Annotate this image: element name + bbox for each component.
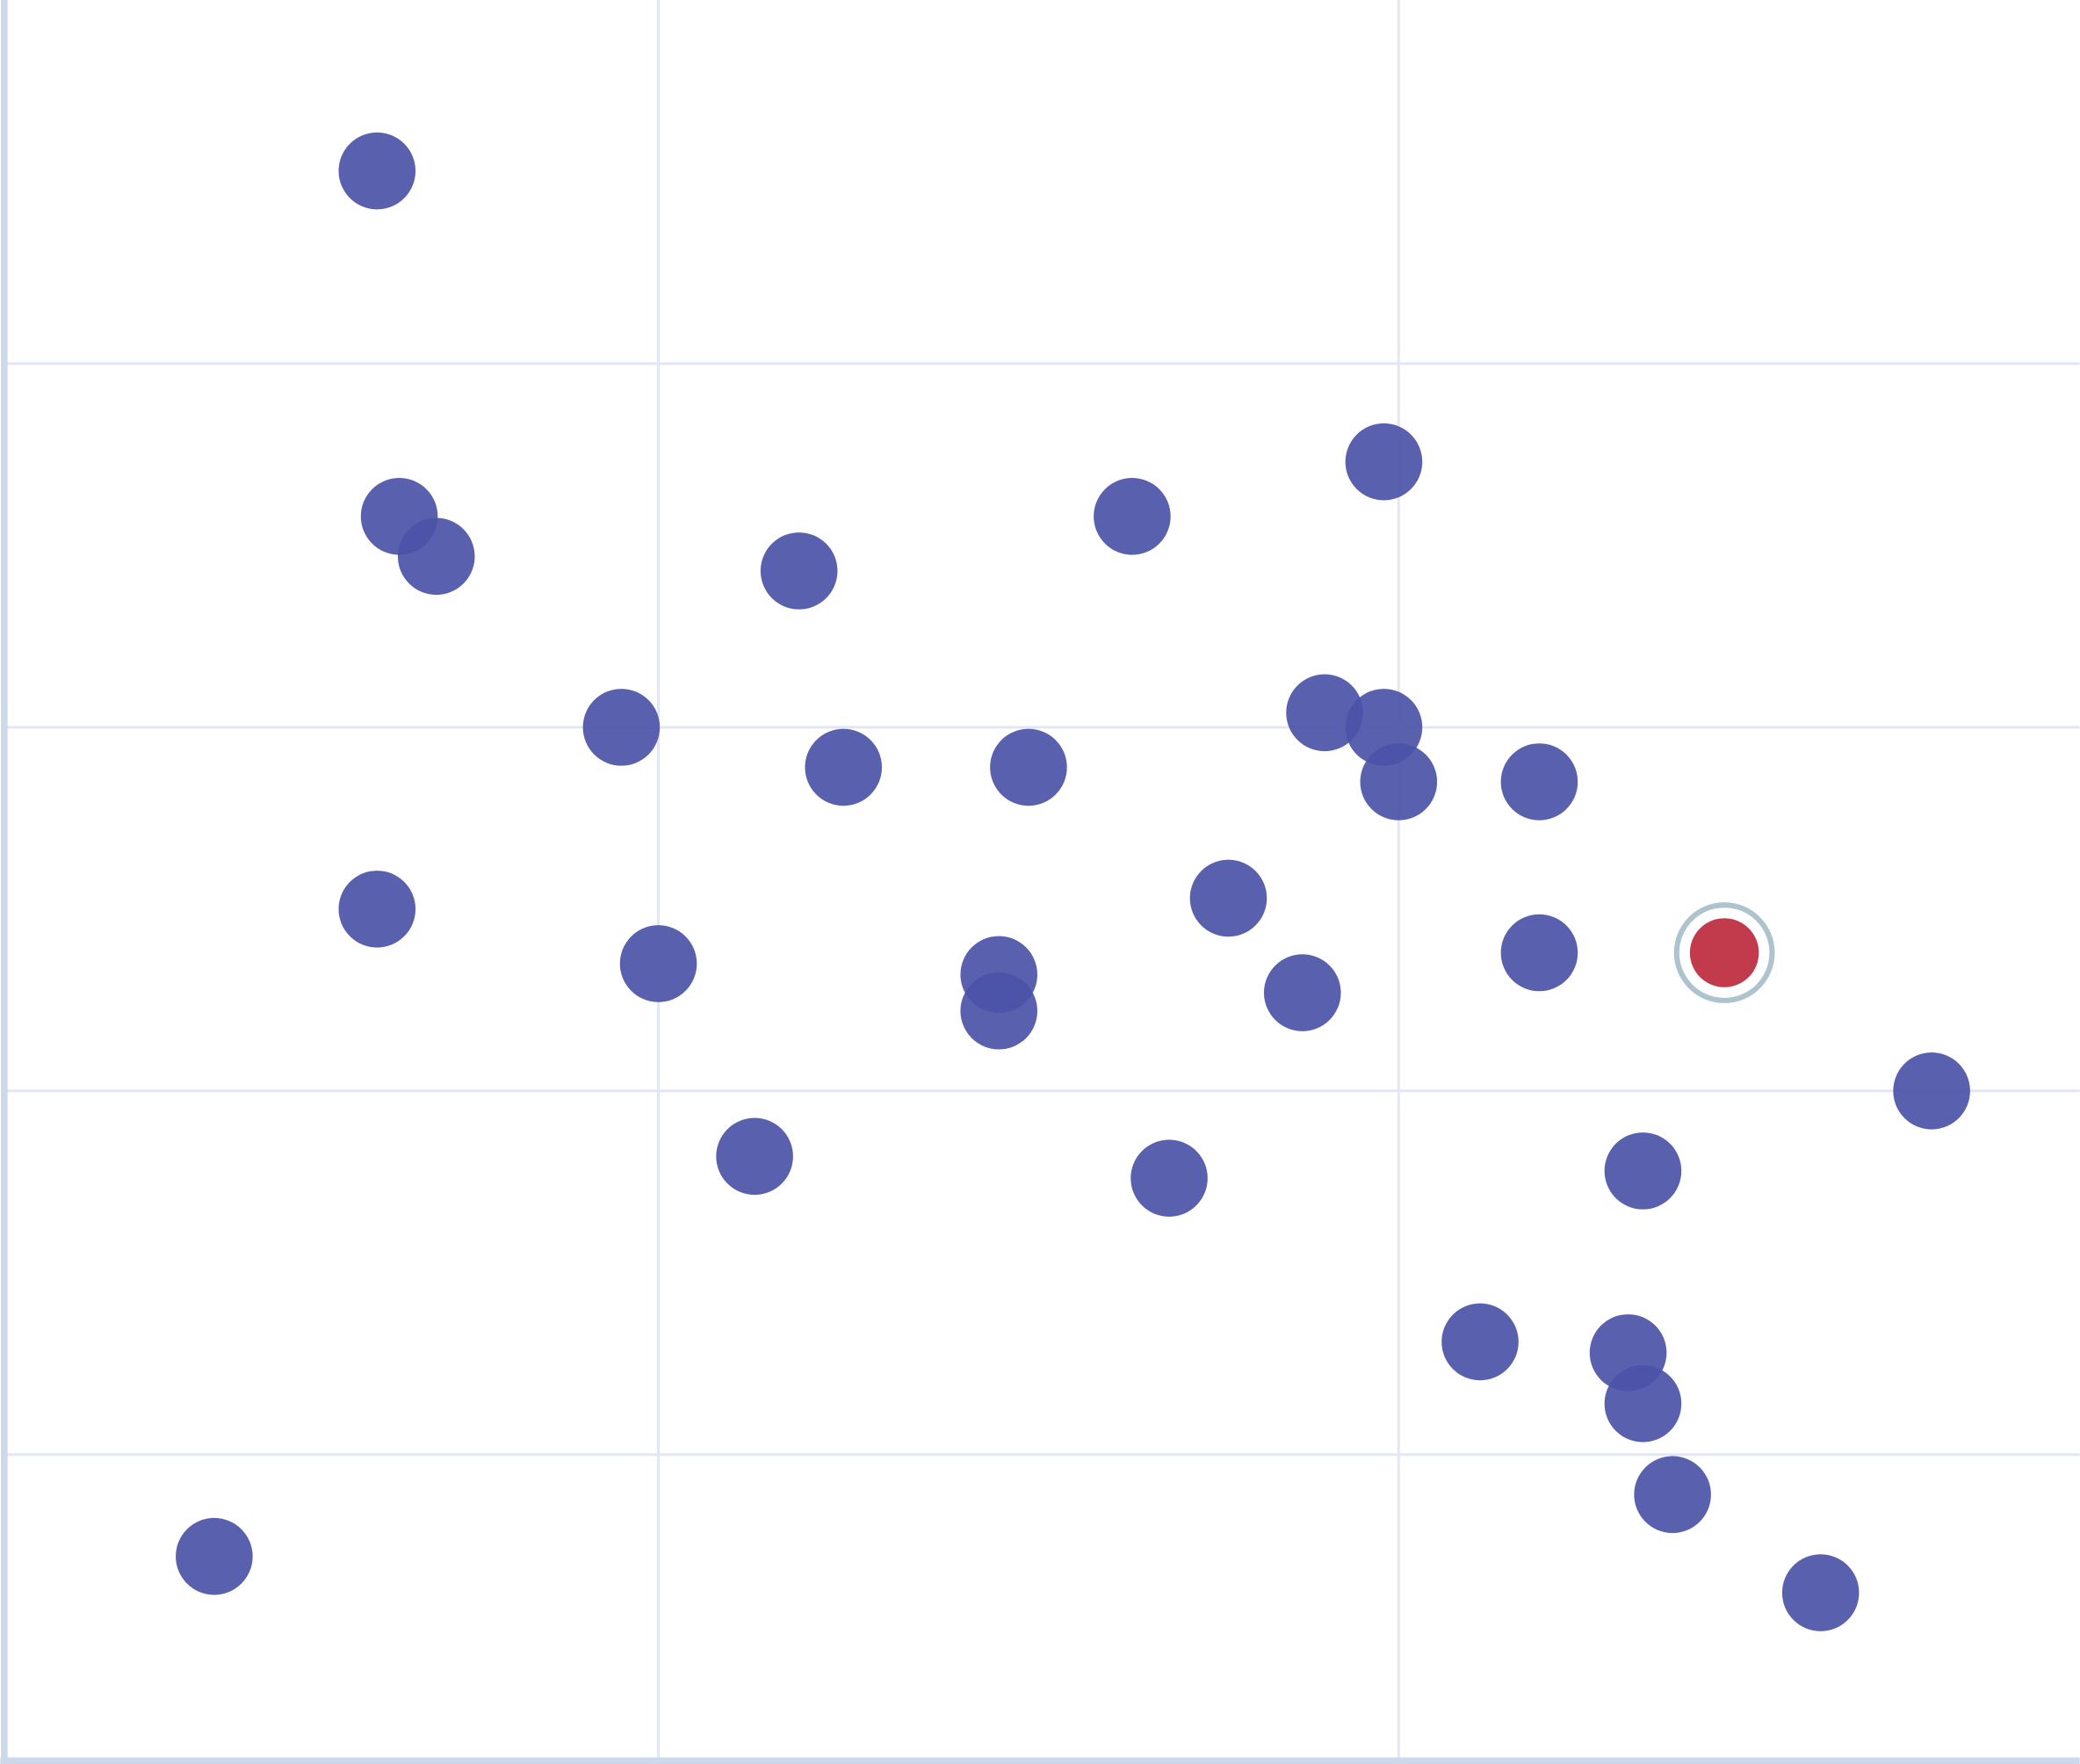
data-point	[176, 1517, 253, 1595]
data-point	[760, 532, 838, 610]
data-point	[960, 972, 1037, 1050]
data-point	[1189, 859, 1268, 937]
data-point	[1500, 914, 1578, 992]
data-point	[397, 517, 475, 596]
data-point	[1441, 1303, 1519, 1381]
data-point	[1781, 1554, 1860, 1631]
data-point	[582, 689, 661, 766]
data-point	[338, 871, 416, 948]
highlighted-data-point	[1689, 918, 1759, 987]
data-point	[1604, 1132, 1682, 1210]
data-point	[1263, 954, 1341, 1031]
data-point	[1500, 743, 1578, 821]
data-point	[990, 728, 1067, 806]
data-point	[1345, 423, 1423, 501]
data-point	[1094, 478, 1171, 555]
data-point	[1893, 1052, 1970, 1130]
data-point	[1604, 1365, 1682, 1442]
data-point	[338, 132, 416, 210]
data-point	[805, 728, 883, 806]
data-point	[1130, 1139, 1208, 1217]
data-point	[716, 1117, 793, 1196]
data-point	[619, 925, 697, 1002]
data-point	[1286, 674, 1363, 752]
data-point	[1634, 1456, 1711, 1534]
gridlines	[6, 0, 2080, 1760]
data-points	[176, 132, 1970, 1631]
data-point	[1360, 743, 1438, 821]
